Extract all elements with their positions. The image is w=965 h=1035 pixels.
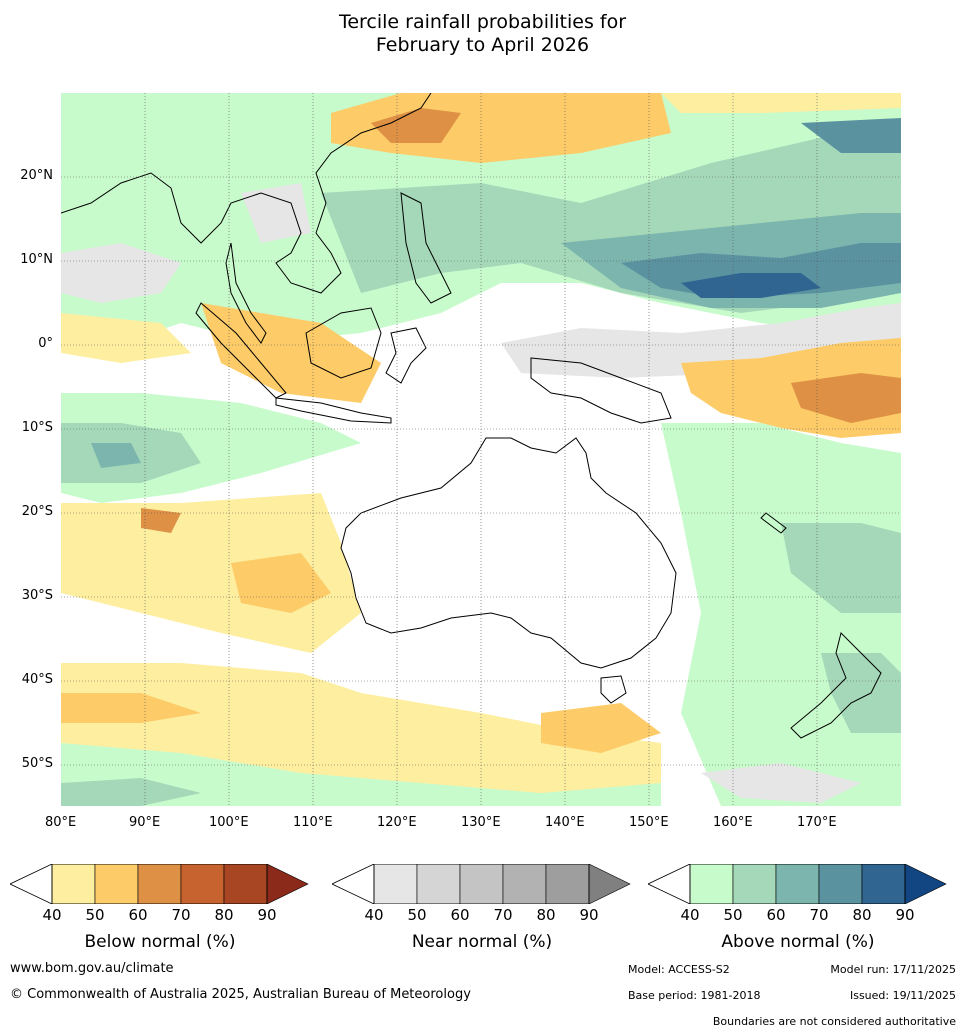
colorbar-max-arrow — [588, 863, 631, 905]
colorbar-segment — [732, 863, 777, 905]
colorbar-tick: 50 — [407, 906, 427, 924]
colorbar-min-arrow — [9, 863, 53, 905]
colorbar-segment — [689, 863, 734, 905]
colorbar-near-normal — [331, 863, 632, 908]
copyright-text: © Commonwealth of Australia 2025, Austra… — [10, 987, 471, 1002]
website-link[interactable]: www.bom.gov.au/climate — [10, 961, 174, 976]
colorbar-tick: 60 — [766, 906, 786, 924]
lon-label: 140°E — [545, 815, 585, 830]
lat-label: 20°S — [21, 504, 53, 519]
disclaimer-text: Boundaries are not considered authoritat… — [712, 1015, 956, 1028]
colorbar-near-title: Near normal (%) — [411, 932, 553, 952]
colorbar-tick: 70 — [171, 906, 191, 924]
colorbar-tick: 90 — [257, 906, 277, 924]
map-title-line2: February to April 2026 — [375, 34, 590, 56]
philippines-outline — [400, 192, 452, 304]
colorbar-segment — [137, 863, 182, 905]
colorbar-tick: 60 — [128, 906, 148, 924]
colorbar-segment — [818, 863, 863, 905]
colorbar-tick: 60 — [450, 906, 470, 924]
lon-label: 170°E — [797, 815, 837, 830]
model-run-text: Model run: 17/11/2025 — [830, 963, 956, 976]
lat-label: 50°S — [21, 756, 53, 771]
colorbar-segment — [180, 863, 225, 905]
new-guinea-outline — [530, 357, 672, 424]
java-outline — [275, 397, 392, 424]
new-zealand-outline — [790, 632, 882, 739]
lon-label: 80°E — [45, 815, 77, 830]
lat-label: 10°N — [20, 252, 53, 267]
colorbar-segment — [502, 863, 547, 905]
model-text: Model: ACCESS-S2 — [628, 963, 730, 976]
colorbar-segment — [51, 863, 96, 905]
new-caledonia-outline — [760, 512, 787, 534]
colorbar-tick: 70 — [493, 906, 513, 924]
tasmania-outline — [600, 675, 627, 704]
map-title-line1: Tercile rainfall probabilities for — [338, 11, 627, 33]
borneo-outline — [305, 307, 382, 379]
issued-text: Issued: 19/11/2025 — [849, 989, 956, 1002]
graticule — [61, 93, 901, 806]
colorbar-segment — [545, 863, 590, 905]
colorbar-max-arrow — [266, 863, 309, 905]
colorbar-below-normal — [9, 863, 310, 908]
colorbar-below-title: Below normal (%) — [84, 932, 236, 952]
sulawesi-outline — [385, 327, 427, 384]
colorbar-tick: 80 — [852, 906, 872, 924]
rainfall-probability-map — [60, 92, 901, 806]
lon-label: 130°E — [461, 815, 501, 830]
base-period-text: Base period: 1981-2018 — [628, 989, 761, 1002]
colorbar-segment — [373, 863, 418, 905]
colorbar-segment — [459, 863, 504, 905]
colorbar-tick: 70 — [809, 906, 829, 924]
colorbar-above-normal — [647, 863, 948, 908]
colorbar-segment — [94, 863, 139, 905]
colorbar-tick: 50 — [723, 906, 743, 924]
lat-label: 10°S — [21, 420, 53, 435]
colorbar-tick: 90 — [579, 906, 599, 924]
colorbar-min-arrow — [331, 863, 375, 905]
colorbar-segment — [223, 863, 268, 905]
malay-peninsula-outline — [225, 242, 267, 344]
lon-label: 120°E — [377, 815, 417, 830]
lat-label: 30°S — [21, 588, 53, 603]
lon-label: 100°E — [209, 815, 249, 830]
australia-outline — [340, 437, 677, 669]
colorbar-tick: 40 — [680, 906, 700, 924]
colorbar-segment — [416, 863, 461, 905]
colorbar-tick: 80 — [536, 906, 556, 924]
lon-label: 110°E — [293, 815, 333, 830]
colorbar-tick: 50 — [85, 906, 105, 924]
lon-label: 150°E — [629, 815, 669, 830]
colorbar-max-arrow — [904, 863, 947, 905]
asia-coastline — [60, 92, 432, 294]
colorbar-tick: 40 — [42, 906, 62, 924]
colorbar-tick: 40 — [364, 906, 384, 924]
lat-label: 20°N — [20, 168, 53, 183]
colorbar-tick: 80 — [214, 906, 234, 924]
colorbar-segment — [861, 863, 906, 905]
lon-label: 90°E — [129, 815, 161, 830]
colorbar-segment — [775, 863, 820, 905]
colorbar-tick: 90 — [895, 906, 915, 924]
lat-label: 40°S — [21, 672, 53, 687]
colorbar-above-title: Above normal (%) — [721, 932, 875, 952]
lat-label: 0° — [38, 336, 53, 351]
lon-label: 160°E — [713, 815, 753, 830]
colorbar-min-arrow — [647, 863, 691, 905]
probability-shading — [61, 93, 901, 806]
